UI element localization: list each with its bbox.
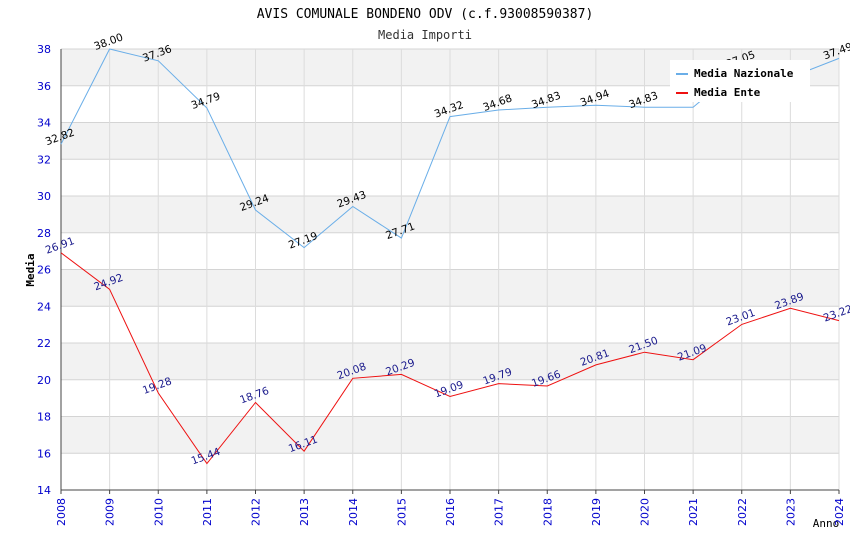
y-tick-label: 26 (37, 264, 51, 277)
x-tick-label: 2023 (784, 498, 797, 526)
chart-title: AVIS COMUNALE BONDENO ODV (c.f.930085903… (257, 7, 594, 22)
series-line-media-ente (60, 252, 840, 465)
x-axis-label: Anno (813, 517, 840, 530)
y-tick-labels: 14 16 18 20 22 24 26 28 30 32 34 36 38 (37, 43, 51, 497)
x-tick-label: 2020 (639, 498, 652, 526)
y-tick-label: 36 (37, 80, 51, 93)
y-tick-label: 14 (37, 484, 51, 497)
x-tick-label: 2018 (541, 498, 554, 526)
x-tick-label: 2014 (347, 498, 360, 526)
data-label: 34.83 (530, 90, 562, 112)
data-label: 34.32 (433, 99, 465, 121)
data-label: 34.68 (481, 92, 513, 114)
x-tick-label: 2022 (736, 498, 749, 526)
x-tick-label: 2011 (201, 498, 214, 526)
y-tick-label: 34 (37, 117, 51, 130)
y-tick-label: 16 (37, 447, 51, 460)
data-label: 34.79 (190, 90, 222, 112)
y-tick-label: 22 (37, 337, 51, 350)
y-tick-label: 38 (37, 43, 51, 56)
x-tick-label: 2016 (444, 498, 457, 526)
x-tick-label: 2017 (493, 498, 506, 526)
x-tick-label: 2019 (590, 498, 603, 526)
data-label: 19.09 (433, 379, 465, 401)
data-label: 34.83 (627, 90, 659, 112)
x-tick-label: 2008 (55, 498, 68, 526)
legend: Media Nazionale Media Ente (670, 60, 810, 102)
x-tick-label: 2013 (298, 498, 311, 526)
y-tick-label: 28 (37, 227, 51, 240)
x-tick-labels: 2008 2009 2010 2011 2012 2013 2014 2015 2016 2017… (55, 498, 846, 526)
x-tick-label: 2009 (104, 498, 117, 526)
legend-label: Media Ente (694, 86, 761, 99)
y-tick-label: 30 (37, 190, 51, 203)
data-label: 27.19 (287, 230, 319, 252)
x-tick-label: 2015 (395, 498, 408, 526)
gridlines (60, 48, 840, 491)
legend-label: Media Nazionale (694, 67, 794, 80)
chart-subtitle: Media Importi (378, 28, 472, 42)
axes (60, 49, 840, 494)
y-tick-label: 32 (37, 153, 51, 166)
legend-box (670, 60, 810, 102)
y-tick-label: 20 (37, 374, 51, 387)
y-axis-label: Media (24, 253, 37, 286)
x-tick-label: 2024 (833, 498, 846, 526)
x-tick-label: 2010 (152, 498, 165, 526)
x-tick-label: 2012 (250, 498, 263, 526)
y-tick-label: 24 (37, 300, 51, 313)
x-tick-label: 2021 (687, 498, 700, 526)
y-tick-label: 18 (37, 411, 51, 424)
